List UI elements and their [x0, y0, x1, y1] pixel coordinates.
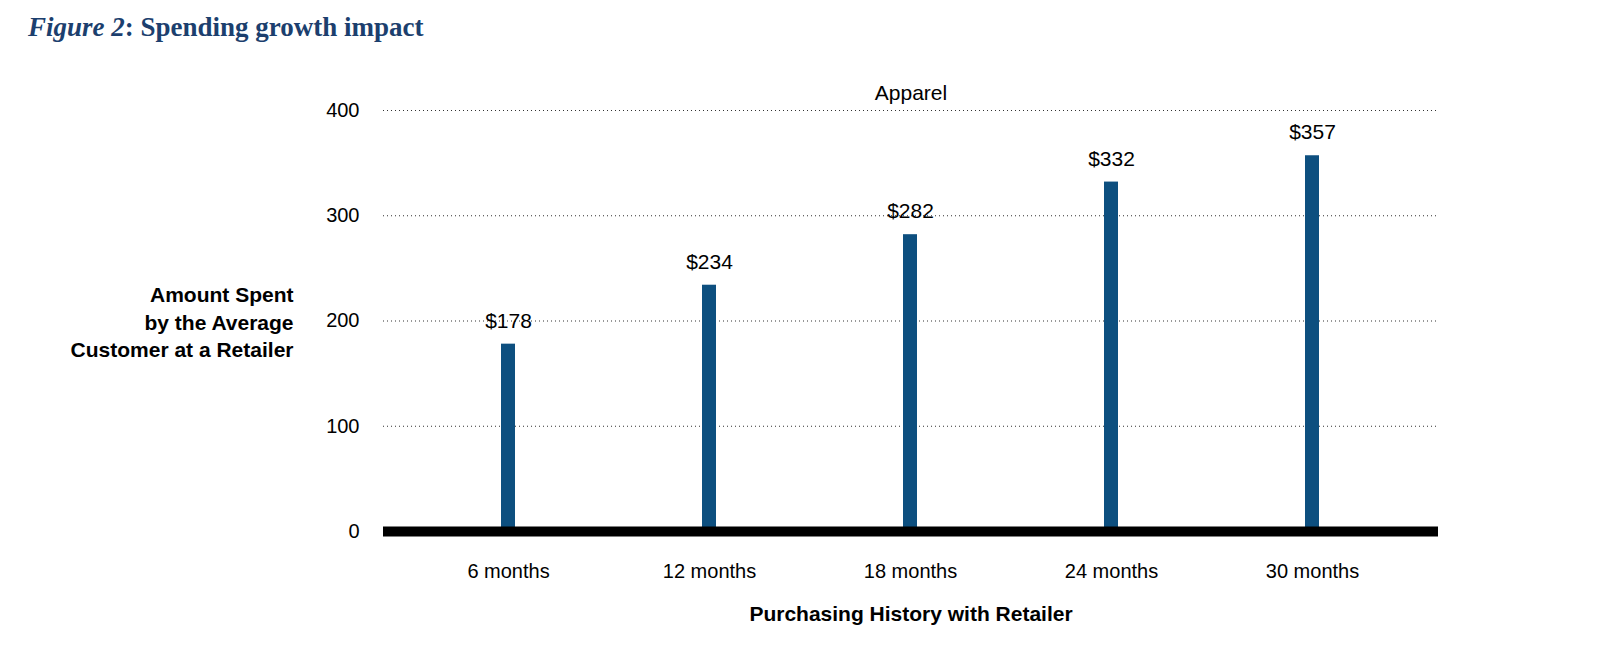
svg-text:6 months: 6 months	[467, 560, 549, 582]
html-text:Figure 2: Spending growth impa: Figure 2: Spending growth impact	[28, 12, 424, 42]
svg-text:12 months: 12 months	[663, 560, 756, 582]
svg-text:Purchasing History with Retail: Purchasing History with Retailer	[749, 602, 1072, 625]
svg-text:18 months: 18 months	[864, 560, 957, 582]
svg-text:$332: $332	[1088, 147, 1135, 170]
svg-text:100: 100	[326, 415, 359, 437]
svg-text:$357: $357	[1289, 120, 1336, 143]
svg-text:400: 400	[326, 99, 359, 121]
svg-text:200: 200	[326, 309, 359, 331]
svg-text:Apparel: Apparel	[875, 81, 947, 104]
svg-text:$234: $234	[686, 250, 733, 273]
svg-text:$178: $178	[485, 309, 532, 332]
svg-text:0: 0	[348, 520, 359, 542]
svg-text:30 months: 30 months	[1266, 560, 1359, 582]
svg-text:Amount Spentby the AverageCust: Amount Spentby the AverageCustomer at a …	[71, 283, 294, 361]
svg-text:300: 300	[326, 204, 359, 226]
svg-text:24 months: 24 months	[1065, 560, 1158, 582]
svg-text:$282: $282	[887, 199, 934, 222]
